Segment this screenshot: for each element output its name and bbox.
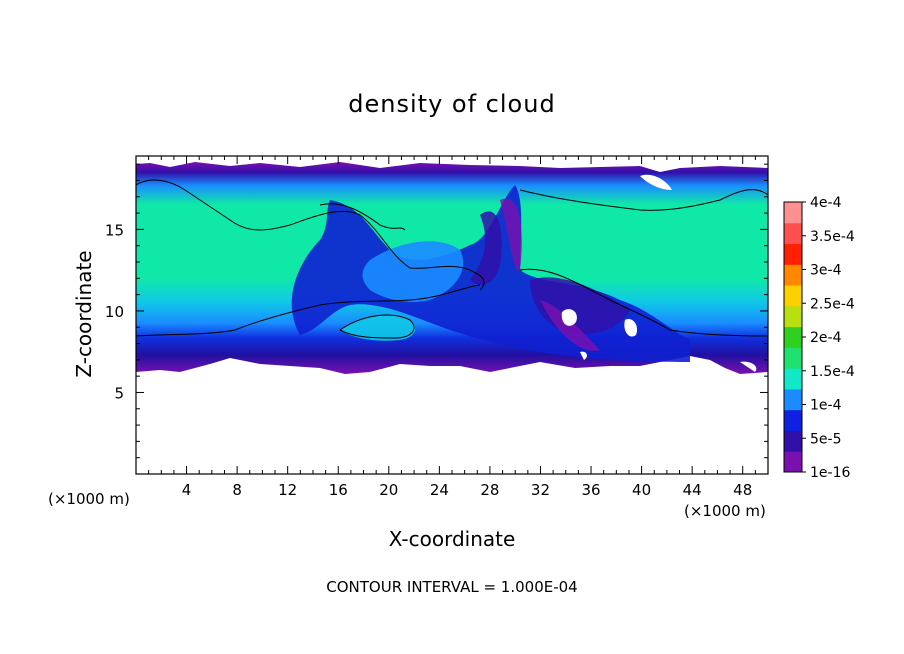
x-tick-label: 32 bbox=[531, 481, 550, 499]
colorbar-label: 5e-5 bbox=[810, 431, 841, 447]
x-tick-label: 24 bbox=[430, 481, 449, 499]
colorbar-swatch bbox=[784, 305, 802, 328]
colorbar-swatch bbox=[784, 368, 802, 390]
colorbar-swatch bbox=[784, 222, 802, 245]
chart-title: density of cloud bbox=[348, 90, 555, 118]
x-tick-label: 16 bbox=[329, 481, 348, 499]
colorbar-label: 3.5e-4 bbox=[810, 229, 855, 245]
heatmap-field bbox=[136, 162, 768, 374]
colorbar-swatch bbox=[784, 451, 802, 473]
colorbar-swatch bbox=[784, 326, 802, 348]
colorbar-swatch bbox=[784, 243, 802, 265]
x-tick-label: 20 bbox=[379, 481, 398, 499]
y-tick-label: 10 bbox=[105, 303, 124, 321]
x-tick-label: 40 bbox=[632, 481, 651, 499]
y-tick-label: 15 bbox=[105, 221, 124, 239]
x-tick-label: 12 bbox=[278, 481, 297, 499]
colorbar-label: 1e-4 bbox=[810, 398, 842, 414]
x-tick-label: 28 bbox=[480, 481, 499, 499]
colorbar-swatch bbox=[784, 285, 802, 307]
colorbar-label: 1e-16 bbox=[810, 465, 850, 481]
clear-patch bbox=[561, 174, 757, 372]
x-tick-label: 48 bbox=[733, 481, 752, 499]
x-tick-label: 8 bbox=[232, 481, 242, 499]
contour-interval-note: CONTOUR INTERVAL = 1.000E-04 bbox=[326, 578, 577, 596]
colorbar-label: 3e-4 bbox=[810, 263, 842, 279]
x-unit-label: (×1000 m) bbox=[684, 502, 766, 520]
colorbar-swatch bbox=[784, 430, 802, 452]
x-tick-label: 36 bbox=[581, 481, 600, 499]
colorbar-label: 1.5e-4 bbox=[810, 364, 855, 380]
colorbar: 1e-16 5e-5 1e-4 1.5e-4 2e-4 2.5e-4 3e-4 3.5e-4 4… bbox=[783, 195, 855, 481]
x-axis-label: X-coordinate bbox=[389, 527, 516, 551]
contour-line bbox=[136, 179, 768, 339]
y-tick-label: 5 bbox=[114, 384, 124, 402]
colorbar-swatch bbox=[784, 202, 802, 224]
plume-region bbox=[362, 241, 464, 302]
z-unit-label: (×1000 m) bbox=[48, 490, 130, 508]
lens-region bbox=[340, 314, 416, 341]
x-axis: 4 8 12 16 20 24 28 32 36 40 44 48 bbox=[148, 156, 756, 499]
turbulent-core bbox=[470, 211, 630, 334]
colorbar-swatch bbox=[784, 264, 802, 286]
x-tick-label: 44 bbox=[683, 481, 702, 499]
y-axis: 5 10 15 bbox=[105, 163, 768, 459]
colorbar-label: 4e-4 bbox=[810, 195, 842, 211]
purple-streak bbox=[500, 198, 600, 351]
y-axis-label: Z-coordinate bbox=[72, 250, 96, 377]
colorbar-swatch bbox=[784, 409, 802, 431]
colorbar-swatch bbox=[784, 388, 802, 411]
colorbar-label: 2.5e-4 bbox=[810, 296, 855, 312]
x-tick-label: 4 bbox=[182, 481, 192, 499]
colorbar-label: 2e-4 bbox=[810, 330, 842, 346]
colorbar-swatch bbox=[784, 347, 802, 369]
